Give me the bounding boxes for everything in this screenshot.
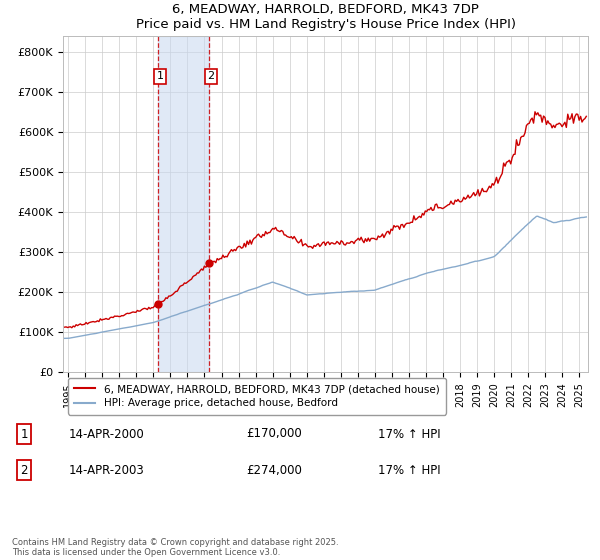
Text: 1: 1	[20, 427, 28, 441]
Text: £170,000: £170,000	[246, 427, 302, 441]
Text: 17% ↑ HPI: 17% ↑ HPI	[378, 464, 440, 477]
Text: 17% ↑ HPI: 17% ↑ HPI	[378, 427, 440, 441]
Text: 14-APR-2000: 14-APR-2000	[69, 427, 145, 441]
Text: 1: 1	[157, 71, 163, 81]
Text: £274,000: £274,000	[246, 464, 302, 477]
Text: Contains HM Land Registry data © Crown copyright and database right 2025.
This d: Contains HM Land Registry data © Crown c…	[12, 538, 338, 557]
Title: 6, MEADWAY, HARROLD, BEDFORD, MK43 7DP
Price paid vs. HM Land Registry's House P: 6, MEADWAY, HARROLD, BEDFORD, MK43 7DP P…	[136, 3, 515, 31]
Bar	[158, 36, 209, 372]
Text: 2: 2	[208, 71, 215, 81]
Legend: 6, MEADWAY, HARROLD, BEDFORD, MK43 7DP (detached house), HPI: Average price, det: 6, MEADWAY, HARROLD, BEDFORD, MK43 7DP (…	[68, 378, 446, 414]
Text: 14-APR-2003: 14-APR-2003	[69, 464, 145, 477]
Text: 2: 2	[20, 464, 28, 477]
